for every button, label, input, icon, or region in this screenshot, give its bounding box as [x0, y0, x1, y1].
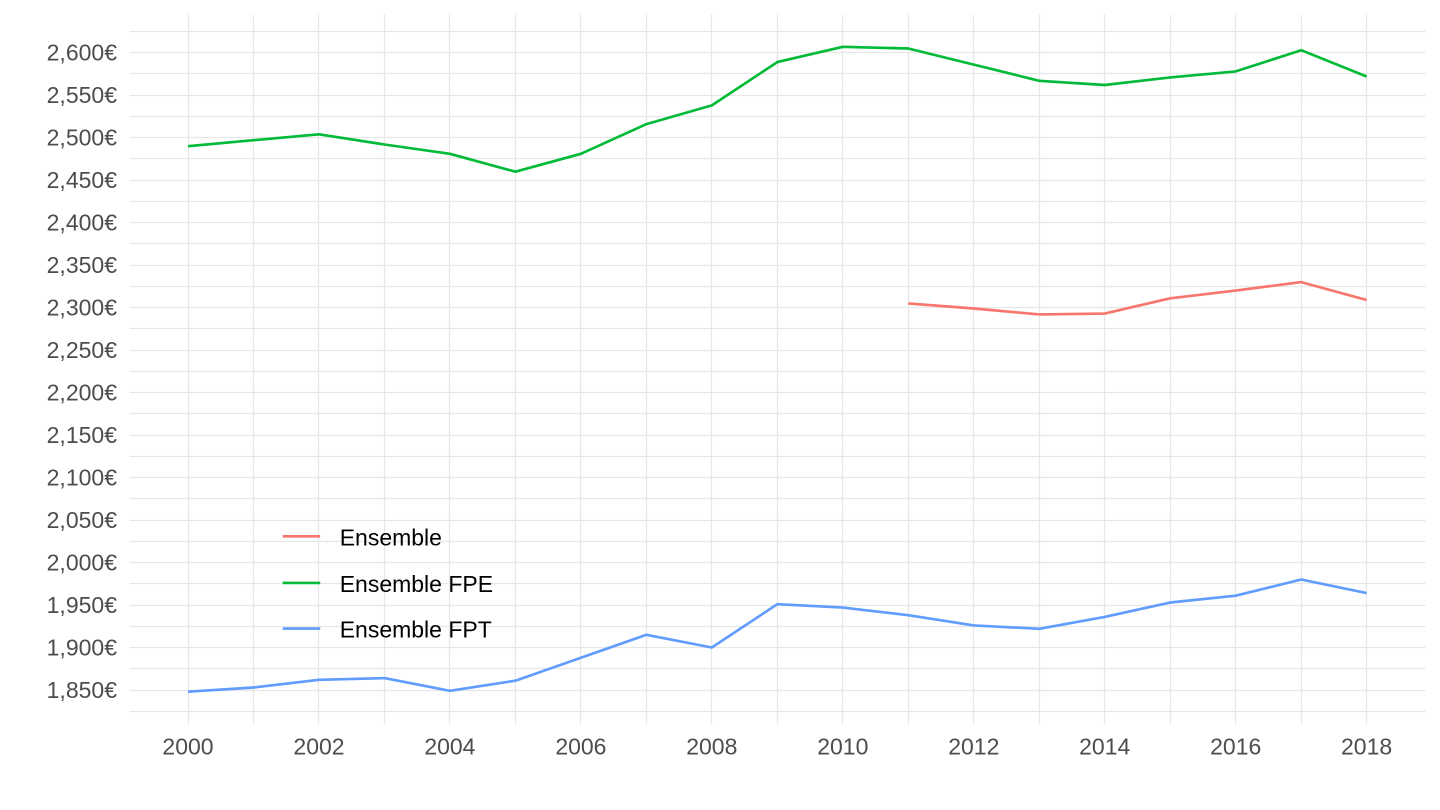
svg-text:2,500€: 2,500€ — [47, 125, 118, 151]
svg-text:2002: 2002 — [293, 734, 344, 760]
svg-text:2,450€: 2,450€ — [47, 167, 118, 193]
svg-text:2008: 2008 — [686, 734, 737, 760]
svg-text:2004: 2004 — [424, 734, 475, 760]
svg-text:2,000€: 2,000€ — [47, 550, 118, 576]
svg-text:1,900€: 1,900€ — [47, 635, 118, 661]
svg-text:2,050€: 2,050€ — [47, 507, 118, 533]
svg-text:2006: 2006 — [555, 734, 606, 760]
svg-text:2,350€: 2,350€ — [47, 252, 118, 278]
svg-text:2012: 2012 — [948, 734, 999, 760]
svg-text:1,950€: 1,950€ — [47, 592, 118, 618]
svg-text:Ensemble: Ensemble — [340, 524, 442, 550]
svg-text:2,600€: 2,600€ — [47, 40, 118, 66]
svg-text:Ensemble FPT: Ensemble FPT — [340, 617, 492, 643]
svg-text:2010: 2010 — [817, 734, 868, 760]
svg-text:2,150€: 2,150€ — [47, 422, 118, 448]
svg-text:2,400€: 2,400€ — [47, 210, 118, 236]
svg-text:2,250€: 2,250€ — [47, 337, 118, 363]
svg-text:2,200€: 2,200€ — [47, 380, 118, 406]
svg-text:2018: 2018 — [1341, 734, 1392, 760]
svg-text:2000: 2000 — [162, 734, 213, 760]
svg-text:2,550€: 2,550€ — [47, 82, 118, 108]
svg-text:2,100€: 2,100€ — [47, 465, 118, 491]
svg-text:2016: 2016 — [1210, 734, 1261, 760]
svg-text:2,300€: 2,300€ — [47, 295, 118, 321]
svg-text:2014: 2014 — [1079, 734, 1130, 760]
svg-text:Ensemble FPE: Ensemble FPE — [340, 571, 493, 597]
svg-text:1,850€: 1,850€ — [47, 677, 118, 703]
